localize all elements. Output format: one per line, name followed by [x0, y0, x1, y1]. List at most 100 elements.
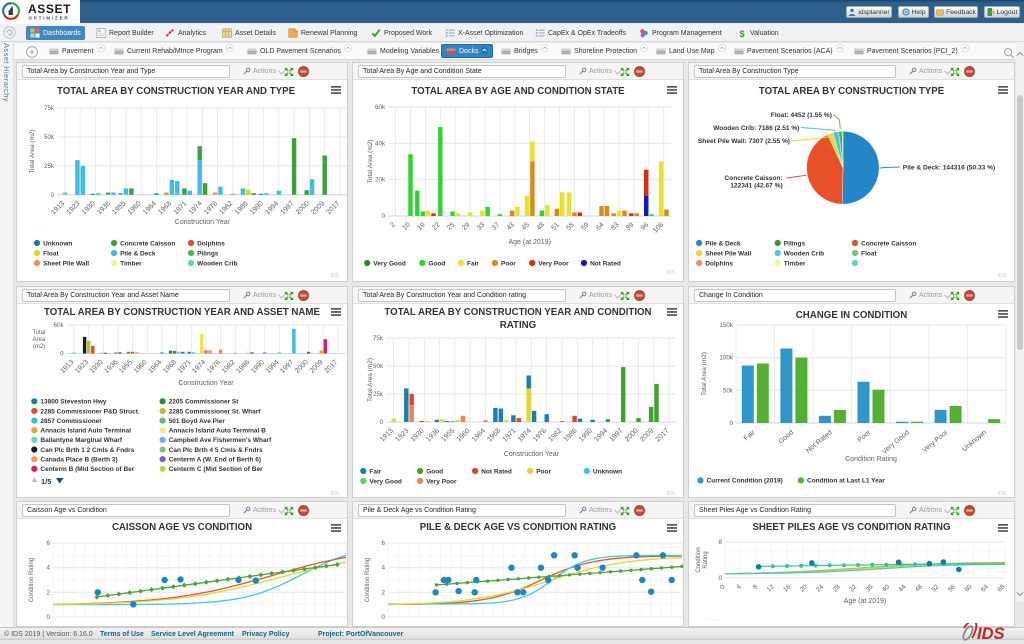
- svg-text:96: 96: [640, 221, 651, 232]
- svg-text:1974: 1974: [517, 427, 533, 443]
- svg-text:$: $: [739, 29, 744, 38]
- svg-text:Total: Total: [33, 330, 46, 336]
- svg-text:OPTIMIZER: OPTIMIZER: [29, 16, 70, 21]
- svg-text:1974: 1974: [188, 200, 204, 216]
- svg-text:Timber: Timber: [120, 260, 142, 267]
- svg-text:50k: 50k: [44, 134, 55, 141]
- svg-text:1994: 1994: [265, 359, 281, 375]
- svg-text:75k: 75k: [44, 105, 55, 112]
- svg-text:2009: 2009: [309, 359, 325, 375]
- svg-text:16: 16: [782, 583, 792, 593]
- svg-text:43: 43: [506, 221, 517, 232]
- svg-text:6: 6: [381, 540, 385, 547]
- svg-text:19: 19: [416, 221, 427, 232]
- svg-text:Wooden Crib: 7186 (2.51 %): Wooden Crib: 7186 (2.51 %): [713, 125, 799, 132]
- svg-text:Good: Good: [426, 468, 443, 475]
- svg-text:2009: 2009: [639, 427, 655, 443]
- svg-text:60: 60: [963, 583, 973, 593]
- svg-text:28: 28: [832, 583, 842, 593]
- svg-text:13800 Steveston Hwy: 13800 Steveston Hwy: [40, 399, 107, 406]
- svg-text:1960: 1960: [133, 359, 149, 375]
- svg-text:83: 83: [610, 221, 621, 232]
- svg-text:CAISSON AGE VS CONDITION: CAISSON AGE VS CONDITION: [112, 522, 252, 533]
- svg-text:1913: 1913: [379, 427, 395, 443]
- svg-text:4: 4: [735, 583, 743, 591]
- svg-text:2285 Commissioner St. Wharf: 2285 Commissioner St. Wharf: [169, 408, 262, 415]
- svg-text:Construction Year: Construction Year: [504, 451, 560, 458]
- svg-text:36: 36: [865, 583, 875, 593]
- svg-text:0: 0: [381, 614, 385, 621]
- svg-text:10: 10: [401, 221, 412, 232]
- svg-text:Very Poor: Very Poor: [921, 429, 950, 455]
- svg-text:1971: 1971: [173, 200, 189, 216]
- svg-text:1/5: 1/5: [41, 477, 51, 486]
- svg-text:20: 20: [799, 583, 809, 593]
- svg-text:Construction Year: Construction Year: [175, 219, 231, 226]
- svg-text:Centerm A (W. End of Berth 6): Centerm A (W. End of Berth 6): [169, 457, 261, 464]
- svg-text:(m2): (m2): [33, 344, 45, 350]
- svg-text:Dolphins: Dolphins: [705, 260, 733, 267]
- svg-text:2: 2: [46, 589, 50, 596]
- svg-text:TOTAL AREA BY CONSTRUCTION YEA: TOTAL AREA BY CONSTRUCTION YEAR AND COND…: [384, 307, 651, 318]
- svg-text:Dolphins: Dolphins: [197, 240, 225, 247]
- svg-text:1997: 1997: [280, 200, 296, 216]
- svg-text:0: 0: [380, 419, 384, 426]
- svg-text:150k: 150k: [719, 322, 734, 329]
- svg-text:1986: 1986: [563, 427, 579, 443]
- svg-text:1913: 1913: [50, 200, 66, 216]
- svg-text:Can Plc Brth 1 2 Cmls & Fndrs: Can Plc Brth 1 2 Cmls & Fndrs: [40, 447, 134, 454]
- svg-text:1990: 1990: [250, 359, 266, 375]
- svg-text:1982: 1982: [218, 200, 234, 216]
- svg-text:1955: 1955: [111, 200, 127, 216]
- svg-text:1986: 1986: [234, 200, 250, 216]
- svg-text:Area: Area: [33, 337, 46, 343]
- svg-text:32: 32: [848, 583, 858, 593]
- svg-text:IDS: IDS: [331, 491, 340, 497]
- svg-text:1923: 1923: [394, 427, 410, 443]
- svg-text:0: 0: [60, 351, 64, 358]
- svg-text:IDS: IDS: [998, 491, 1007, 497]
- svg-text:1990: 1990: [578, 427, 594, 443]
- svg-text:75k: 75k: [373, 335, 384, 342]
- svg-text:Pile & Deck: Pile & Deck: [705, 240, 741, 247]
- svg-text:Fair: Fair: [369, 468, 381, 475]
- svg-text:0: 0: [382, 213, 386, 220]
- svg-text:Not Rated: Not Rated: [805, 429, 834, 455]
- svg-text:Concrete Caisson:: Concrete Caisson:: [724, 175, 782, 182]
- svg-text:Float: 4452 (1.55 %): Float: 4452 (1.55 %): [771, 112, 832, 119]
- svg-text:1990: 1990: [249, 200, 265, 216]
- svg-text:Poor: Poor: [501, 260, 516, 267]
- svg-text:Sheet Pile Wall: Sheet Pile Wall: [43, 260, 89, 267]
- svg-text:2000: 2000: [294, 359, 310, 375]
- svg-text:IDS: IDS: [977, 625, 1005, 642]
- svg-text:Sheet Pile Wall: 7307 (2.55 %): Sheet Pile Wall: 7307 (2.55 %): [698, 138, 790, 145]
- svg-text:2857 Commissioner: 2857 Commissioner: [40, 418, 102, 425]
- svg-text:64: 64: [595, 221, 606, 232]
- svg-text:60k: 60k: [54, 322, 65, 329]
- svg-text:24: 24: [815, 583, 825, 593]
- svg-text:2: 2: [389, 221, 397, 229]
- svg-text:1986: 1986: [235, 359, 251, 375]
- svg-text:Concrete Caisson: Concrete Caisson: [120, 240, 175, 247]
- svg-text:Unknown: Unknown: [593, 468, 622, 475]
- svg-text:0: 0: [718, 575, 722, 582]
- svg-text:40: 40: [881, 583, 891, 593]
- svg-text:Float: Float: [43, 250, 59, 257]
- svg-text:0: 0: [51, 192, 55, 199]
- svg-text:Pile & Deck: 144316 (50.33 %): Pile & Deck: 144316 (50.33 %): [903, 165, 995, 172]
- svg-text:52: 52: [930, 583, 940, 593]
- svg-text:Wooden Crib: Wooden Crib: [197, 260, 237, 267]
- svg-text:1930: 1930: [410, 427, 426, 443]
- svg-text:1955: 1955: [118, 359, 134, 375]
- svg-text:Unknown: Unknown: [961, 429, 988, 453]
- svg-text:IDS: IDS: [998, 273, 1007, 279]
- svg-text:55: 55: [565, 221, 576, 232]
- svg-text:Canada Place B (Berth 3): Canada Place B (Berth 3): [40, 457, 117, 464]
- svg-text:33: 33: [476, 221, 487, 232]
- svg-text:1960: 1960: [127, 200, 143, 216]
- svg-text:1968: 1968: [162, 359, 178, 375]
- svg-text:2000: 2000: [295, 200, 311, 216]
- svg-text:Good: Good: [778, 429, 796, 445]
- svg-text:Poor: Poor: [536, 468, 551, 475]
- svg-text:2000: 2000: [624, 427, 640, 443]
